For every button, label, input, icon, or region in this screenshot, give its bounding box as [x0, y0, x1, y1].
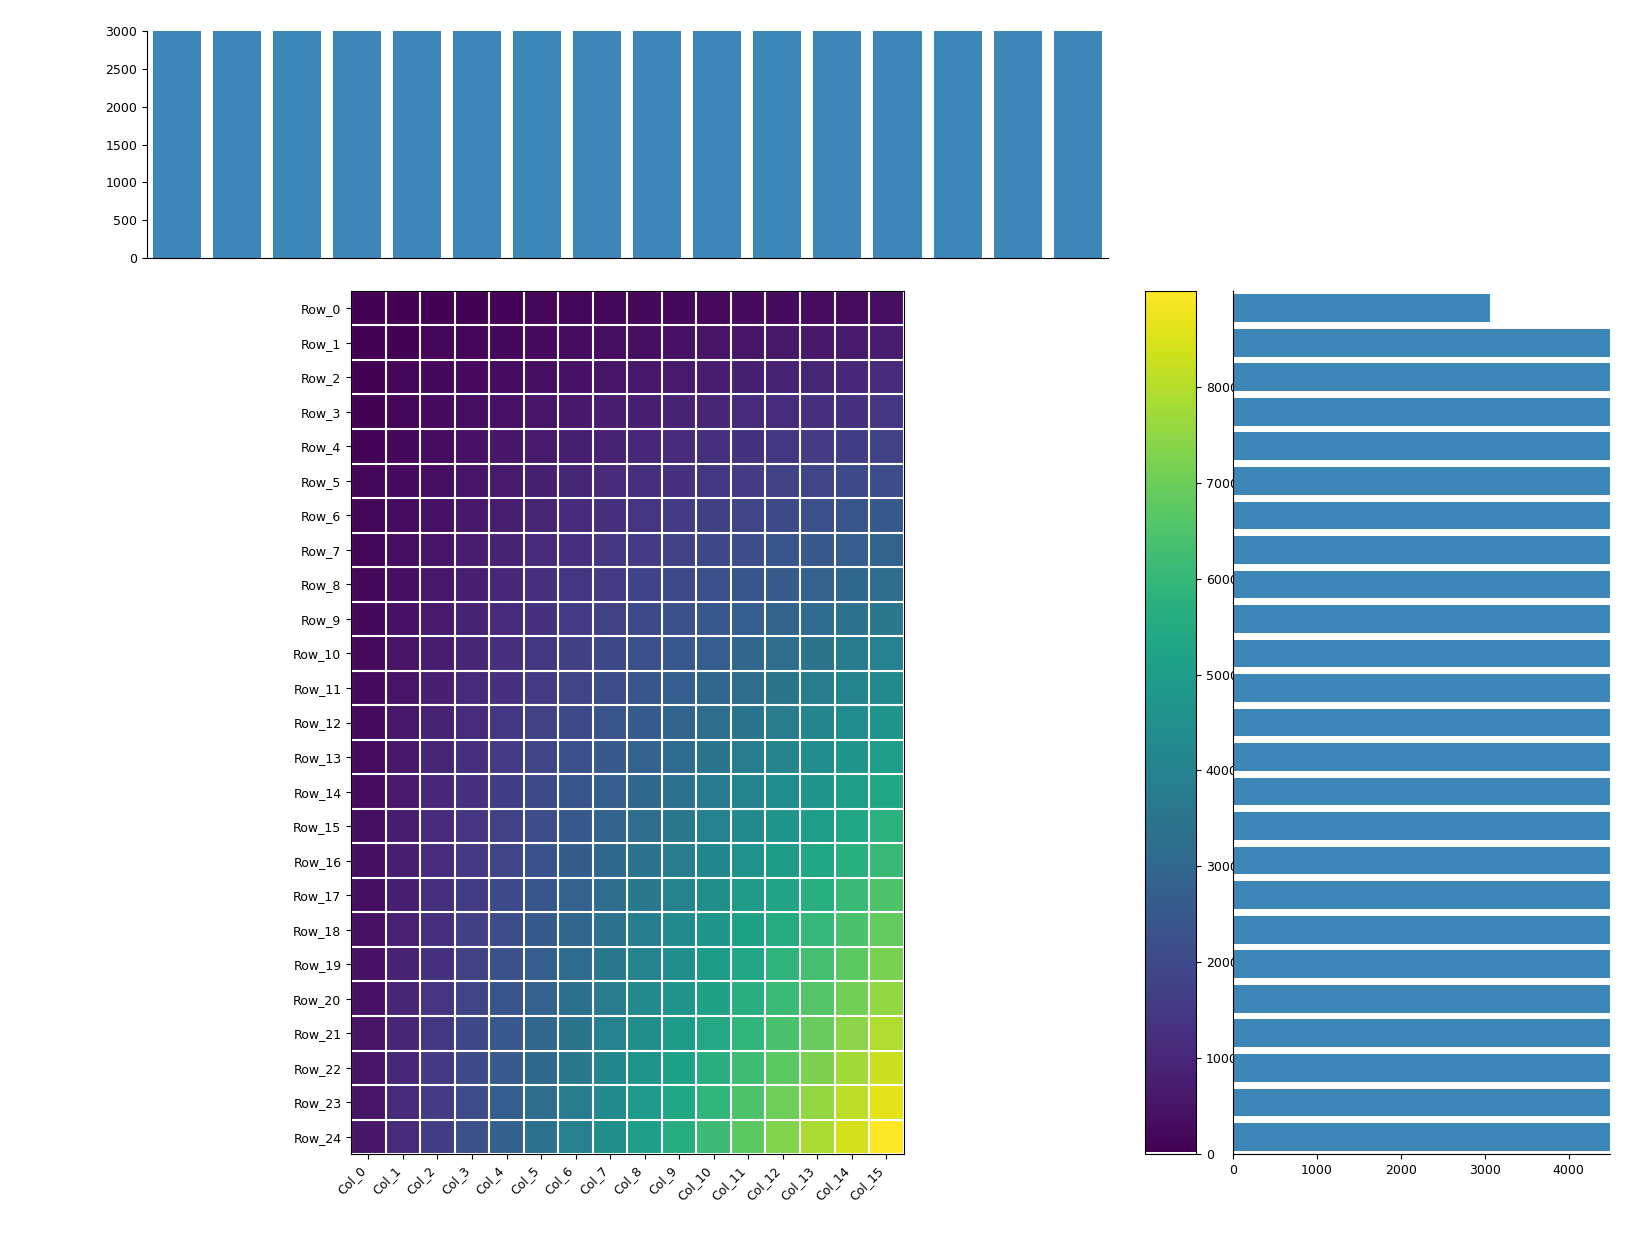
Bar: [1233, 846, 1635, 875]
Bar: [633, 0, 682, 258]
Bar: [1233, 536, 1635, 563]
Bar: [273, 0, 320, 258]
Bar: [453, 0, 502, 258]
Bar: [513, 0, 561, 258]
Bar: [394, 0, 441, 258]
Bar: [334, 0, 381, 258]
Bar: [1233, 364, 1635, 391]
Bar: [1233, 398, 1635, 426]
Bar: [154, 0, 201, 258]
Bar: [1233, 881, 1635, 908]
Bar: [1233, 1019, 1635, 1047]
Bar: [1233, 1054, 1635, 1082]
Bar: [1233, 813, 1635, 840]
Bar: [1053, 0, 1102, 258]
Bar: [1233, 294, 1489, 321]
Bar: [1233, 985, 1635, 1013]
Bar: [1233, 432, 1635, 460]
Bar: [873, 0, 922, 258]
Bar: [693, 0, 741, 258]
Bar: [1233, 709, 1635, 736]
Bar: [1233, 1088, 1635, 1116]
Bar: [934, 0, 981, 258]
Bar: [1233, 743, 1635, 771]
Bar: [1233, 778, 1635, 805]
Bar: [1233, 606, 1635, 633]
Bar: [1233, 571, 1635, 598]
Bar: [1233, 916, 1635, 943]
Bar: [213, 0, 262, 258]
Bar: [1233, 951, 1635, 978]
Bar: [574, 0, 621, 258]
Bar: [754, 0, 801, 258]
Bar: [1233, 329, 1635, 356]
Bar: [1233, 467, 1635, 495]
Bar: [1233, 1123, 1635, 1150]
Bar: [1233, 674, 1635, 702]
Bar: [1233, 639, 1635, 668]
Bar: [1233, 501, 1635, 529]
Bar: [994, 0, 1041, 258]
Bar: [814, 0, 862, 258]
